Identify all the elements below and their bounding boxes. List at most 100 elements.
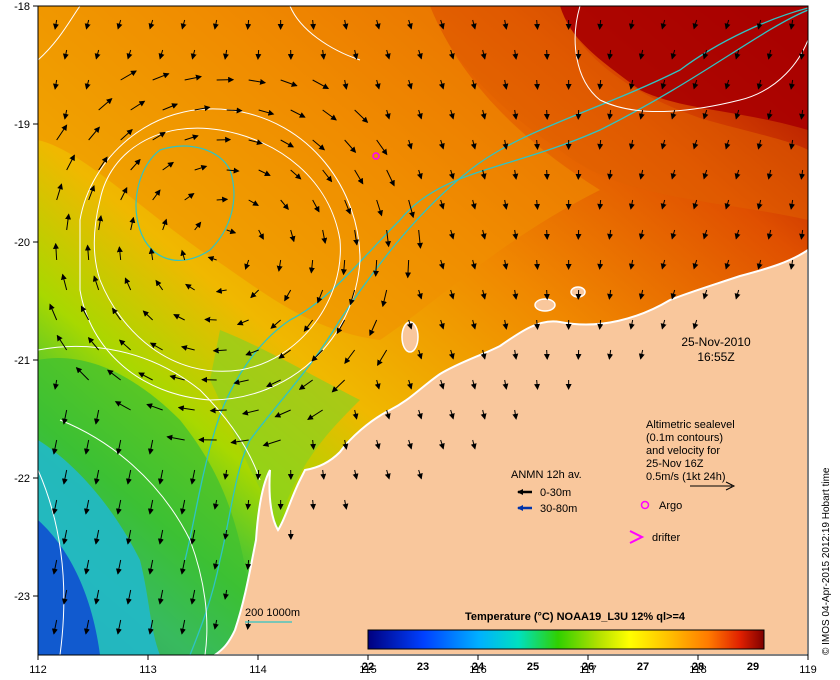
- isobath-1000m: [184, 9, 808, 561]
- velocity-arrow: [245, 349, 259, 356]
- velocity-arrow: [534, 19, 541, 30]
- velocity-arrow: [320, 49, 327, 60]
- velocity-arrow: [372, 259, 379, 277]
- velocity-arrow: [177, 405, 195, 412]
- velocity-arrow: [66, 154, 75, 171]
- velocity-arrow: [52, 242, 59, 261]
- velocity-arrow: [512, 409, 519, 420]
- velocity-arrow: [766, 109, 773, 120]
- velocity-arrow: [660, 19, 667, 30]
- velocity-arrow: [212, 499, 219, 510]
- velocity-arrow: [369, 319, 378, 337]
- velocity-arrow: [628, 79, 635, 90]
- colorbar-tick-label: 24: [472, 661, 485, 673]
- velocity-arrow: [194, 105, 211, 112]
- argo-float-marker: [372, 152, 380, 160]
- velocity-arrow: [381, 289, 388, 308]
- velocity-arrow: [212, 347, 227, 354]
- velocity-arrow: [352, 469, 359, 480]
- y-tick-label: -21: [14, 355, 30, 367]
- velocity-arrow: [628, 259, 635, 270]
- velocity-arrow: [470, 79, 477, 90]
- velocity-arrow: [93, 589, 100, 605]
- velocity-arrow: [628, 199, 635, 210]
- sealevel-contour: [38, 469, 65, 655]
- velocity-arrow: [342, 499, 349, 510]
- velocity-arrow: [310, 499, 317, 510]
- velocity-arrow: [597, 19, 604, 30]
- y-tick-label: -19: [14, 119, 30, 131]
- velocity-arrow: [158, 49, 165, 60]
- colorbar-tick-label: 28: [692, 661, 704, 673]
- velocity-arrow: [438, 139, 445, 150]
- map-frame: [37, 5, 809, 656]
- velocity-arrow: [406, 319, 413, 330]
- anmn-legend: ANMN 12h av. 0-30m 30-80m: [511, 469, 582, 515]
- velocity-arrow: [51, 439, 58, 455]
- velocity-arrow: [194, 221, 202, 231]
- velocity-arrow: [470, 259, 477, 270]
- velocity-arrow: [157, 589, 164, 605]
- velocity-arrow: [312, 79, 330, 89]
- velocity-arrow: [233, 379, 249, 386]
- velocity-arrow: [638, 349, 645, 360]
- velocity-arrow: [250, 289, 260, 299]
- velocity-arrow: [83, 439, 90, 455]
- velocity-arrow: [416, 409, 423, 420]
- velocity-arrow: [607, 109, 614, 120]
- velocity-arrow: [470, 139, 477, 150]
- altimetry-line: 25-Nov 16Z: [646, 458, 704, 470]
- velocity-arrow: [83, 619, 90, 635]
- isobath-loop: [135, 145, 235, 261]
- velocity-arrow: [597, 199, 604, 210]
- y-tick-label: -20: [14, 237, 30, 249]
- velocity-arrow: [125, 529, 132, 545]
- velocity-arrow: [223, 49, 229, 60]
- velocity-arrow: [374, 379, 381, 390]
- velocity-arrow: [185, 283, 195, 291]
- velocity-arrow: [438, 199, 445, 210]
- argo-legend-icon: [640, 500, 650, 510]
- velocity-arrow: [438, 439, 445, 450]
- velocity-arrow: [61, 409, 68, 425]
- velocity-arrow: [189, 529, 196, 545]
- velocity-arrow: [766, 169, 773, 180]
- velocity-arrow: [107, 369, 121, 381]
- velocity-arrow: [377, 349, 388, 367]
- velocity-arrow: [212, 559, 219, 570]
- velocity-arrow: [98, 98, 113, 111]
- velocity-arrow: [692, 139, 699, 150]
- altimetry-line: Altimetric sealevel: [646, 419, 735, 431]
- velocity-arrow: [512, 289, 519, 300]
- velocity-arrow: [322, 109, 337, 121]
- velocity-arrow: [147, 439, 154, 455]
- velocity-arrow: [628, 19, 635, 30]
- velocity-arrow: [152, 72, 170, 81]
- velocity-arrow: [502, 199, 509, 210]
- velocity-arrow: [638, 109, 645, 120]
- velocity-arrow: [385, 229, 392, 248]
- velocity-arrow: [724, 79, 731, 90]
- colorbar-tick-label: 25: [527, 661, 539, 673]
- velocity-arrow: [789, 79, 795, 90]
- x-tick-label: 118: [689, 664, 707, 676]
- velocity-arrow: [223, 589, 229, 600]
- velocity-arrow: [114, 401, 131, 411]
- velocity-arrow: [230, 438, 249, 445]
- velocity-arrow: [416, 169, 423, 180]
- velocity-arrow: [180, 249, 187, 261]
- velocity-arrow: [118, 339, 131, 351]
- velocity-arrow: [311, 349, 324, 362]
- velocity-arrow: [660, 259, 667, 270]
- velocity-arrow: [270, 319, 281, 329]
- velocity-arrow: [184, 74, 202, 81]
- x-tick-label: 113: [139, 664, 157, 676]
- velocity-arrow: [734, 289, 741, 300]
- velocity-arrow: [320, 469, 327, 480]
- velocity-arrow: [312, 139, 326, 151]
- velocity-arrow: [255, 469, 262, 480]
- velocity-arrow: [307, 409, 323, 420]
- velocity-arrow: [148, 247, 155, 261]
- velocity-arrow: [670, 289, 677, 300]
- velocity-arrow: [756, 259, 763, 270]
